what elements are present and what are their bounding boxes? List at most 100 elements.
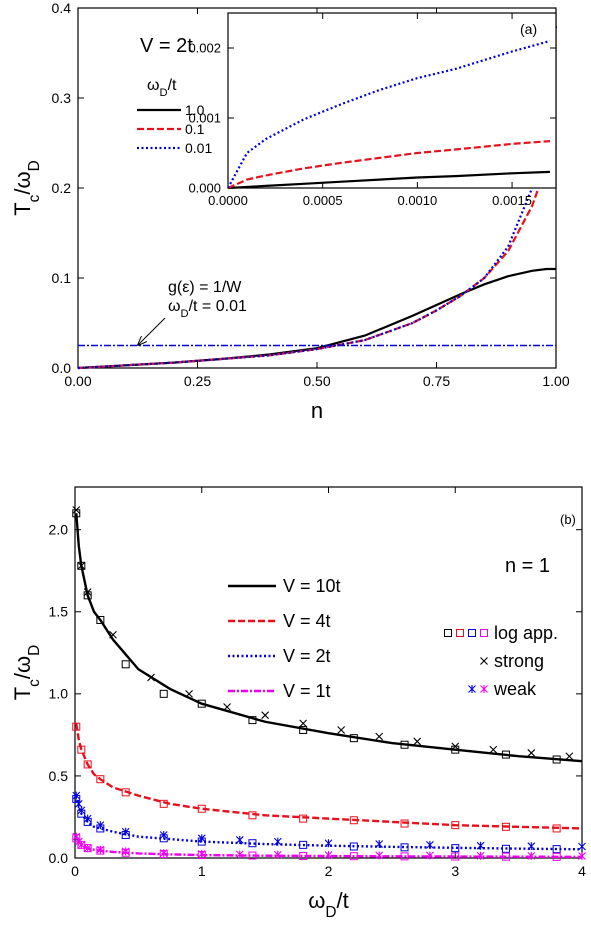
- marker-star: [273, 837, 282, 846]
- x-tick-label: 0.00: [64, 373, 91, 389]
- y-axis-label-part: T: [10, 687, 35, 700]
- x-tick-label: 0.0005: [303, 193, 343, 208]
- annotation-part: /t = 0.01: [189, 298, 247, 315]
- marker-cross: [109, 630, 117, 639]
- marker-cross: [223, 703, 231, 711]
- marker-square: [77, 561, 86, 570]
- marker-star: [72, 791, 81, 800]
- series-line: [75, 795, 583, 851]
- marker-square: [444, 629, 452, 637]
- marker-star: [159, 849, 168, 858]
- y-tick-label: 1.0: [49, 686, 69, 702]
- marker-star: [83, 844, 92, 853]
- marker-star: [426, 840, 434, 849]
- y-axis-label-part: c: [26, 679, 43, 687]
- marker-square: [77, 745, 86, 754]
- y-axis-label-part: /ω: [10, 656, 35, 679]
- marker-square: [501, 844, 510, 853]
- series-line: [227, 140, 551, 190]
- y-tick-label: 0.2: [52, 180, 72, 196]
- marker-square: [501, 822, 510, 831]
- marker-star: [578, 852, 586, 861]
- marker-square: [349, 842, 358, 851]
- marker-square: [248, 811, 257, 820]
- marker-cross: [451, 742, 460, 751]
- legend-title-part: ω: [147, 77, 160, 94]
- marker-star: [235, 850, 244, 859]
- x-tick-label: 0.25: [184, 373, 211, 389]
- marker-square: [121, 788, 130, 797]
- marker-square: [72, 722, 81, 731]
- y-tick-label: 0.001: [188, 111, 221, 126]
- marker-square: [349, 734, 358, 743]
- marker-square: [96, 615, 105, 624]
- x-tick-label: 0.50: [303, 373, 330, 389]
- x-axis-label-part: ω: [308, 888, 325, 913]
- annotation: V = 2t: [140, 35, 193, 57]
- y-tick-label: 0.0: [49, 850, 69, 866]
- legend-title-part: D: [160, 87, 168, 99]
- marker-square: [552, 845, 561, 854]
- annotation-arrow: [138, 317, 166, 345]
- marker-square: [349, 816, 358, 825]
- marker-star: [324, 851, 333, 860]
- y-tick-label: 0.5: [49, 768, 69, 784]
- marker-cross: [72, 506, 81, 514]
- marker-star: [375, 851, 384, 860]
- legend-label: weak: [493, 679, 537, 699]
- x-axis-label: n: [311, 398, 323, 423]
- marker-square: [552, 755, 561, 764]
- annotation: n = 1: [505, 555, 550, 577]
- y-axis-label-part: D: [26, 160, 43, 171]
- marker-cross: [375, 732, 384, 741]
- y-axis-label: Tc/ωD: [10, 160, 43, 216]
- y-axis-label-part: D: [26, 645, 43, 656]
- marker-star: [578, 842, 586, 851]
- marker-square: [299, 840, 308, 849]
- legend-title: ωD/t: [147, 77, 177, 99]
- marker-square: [552, 852, 561, 861]
- marker-square: [451, 852, 460, 861]
- marker-square: [159, 689, 168, 698]
- marker-square: [121, 660, 130, 669]
- series-line: [227, 39, 551, 189]
- y-tick-label: 0.3: [52, 90, 72, 106]
- marker-cross: [413, 737, 422, 746]
- series-line: [227, 170, 550, 190]
- annotation-part: D: [181, 308, 189, 320]
- marker-cross: [527, 749, 536, 757]
- legend-label: 0.01: [185, 140, 212, 156]
- marker-square: [299, 852, 308, 861]
- y-axis-label-part: /ω: [10, 171, 35, 194]
- marker-square: [349, 852, 358, 861]
- marker-square: [248, 716, 257, 725]
- y-tick-label: 0.4: [52, 0, 72, 16]
- series-line: [75, 723, 583, 830]
- marker-square: [197, 804, 206, 813]
- marker-square: [83, 760, 92, 769]
- x-tick-label: 3: [451, 863, 459, 879]
- marker-star: [197, 849, 206, 858]
- x-tick-label: 0.0015: [492, 193, 532, 208]
- legend-label: V = 10t: [283, 576, 341, 596]
- marker-cross: [337, 726, 346, 734]
- marker-square: [159, 799, 168, 808]
- y-tick-label: 0.000: [188, 181, 221, 196]
- legend-label: strong: [494, 651, 544, 671]
- marker-cross: [83, 588, 92, 596]
- marker-star: [77, 840, 86, 849]
- marker-square: [451, 844, 460, 853]
- marker-star: [527, 851, 536, 860]
- marker-cross: [185, 689, 193, 698]
- x-tick-label: 1.00: [542, 373, 569, 389]
- marker-square: [451, 821, 460, 830]
- marker-square: [248, 839, 257, 848]
- marker-star: [480, 685, 488, 693]
- y-tick-label: 2.0: [49, 522, 69, 538]
- marker-star: [96, 821, 105, 830]
- marker-star: [476, 851, 485, 860]
- marker-star: [426, 851, 434, 860]
- x-tick-label: 0.0000: [208, 193, 248, 208]
- x-tick-label: 4: [578, 863, 586, 879]
- marker-star: [77, 806, 86, 815]
